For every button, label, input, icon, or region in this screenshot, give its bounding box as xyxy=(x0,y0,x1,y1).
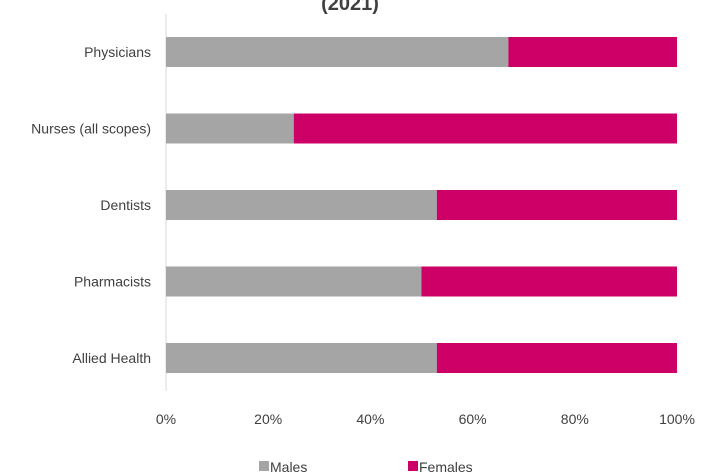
bar-pharmacists-females xyxy=(421,266,677,297)
category-label-nurses-all-scopes: Nurses (all scopes) xyxy=(31,121,151,137)
bar-allied-health-males xyxy=(166,343,437,373)
category-labels: Physicians Nurses (all scopes) Dentists Pha… xyxy=(31,44,151,366)
category-label-allied-health: Allied Health xyxy=(72,350,151,366)
bar-allied-health-females xyxy=(436,343,677,373)
category-label-pharmacists: Pharmacists xyxy=(74,274,151,290)
bar-dentists-females xyxy=(436,190,677,220)
legend-label-females: Females xyxy=(419,459,473,474)
x-tick-label: 40% xyxy=(356,411,384,427)
x-tick-label: 60% xyxy=(459,411,487,427)
x-axis-ticks: 0% 20% 40% 60% 80% 100% xyxy=(156,411,695,427)
bar-physicians-females xyxy=(508,37,677,67)
category-label-physicians: Physicians xyxy=(84,44,151,60)
bar-nurses-all-scopes-females xyxy=(293,113,677,144)
x-tick-label: 80% xyxy=(561,411,589,427)
x-tick-label: 100% xyxy=(659,411,695,427)
chart-title: (2021) xyxy=(321,0,379,15)
category-label-dentists: Dentists xyxy=(100,197,151,213)
legend-label-males: Males xyxy=(270,459,307,474)
bar-physicians-males xyxy=(166,37,509,67)
bar-dentists-males xyxy=(166,190,437,220)
x-tick-label: 20% xyxy=(254,411,282,427)
x-tick-label: 0% xyxy=(156,411,176,427)
legend: Males Females xyxy=(259,459,473,474)
bar-nurses-all-scopes-males xyxy=(166,113,294,144)
legend-swatch-females xyxy=(408,461,418,471)
legend-swatch-males xyxy=(259,461,269,471)
bars-group xyxy=(166,37,677,373)
bar-pharmacists-males xyxy=(166,266,422,297)
